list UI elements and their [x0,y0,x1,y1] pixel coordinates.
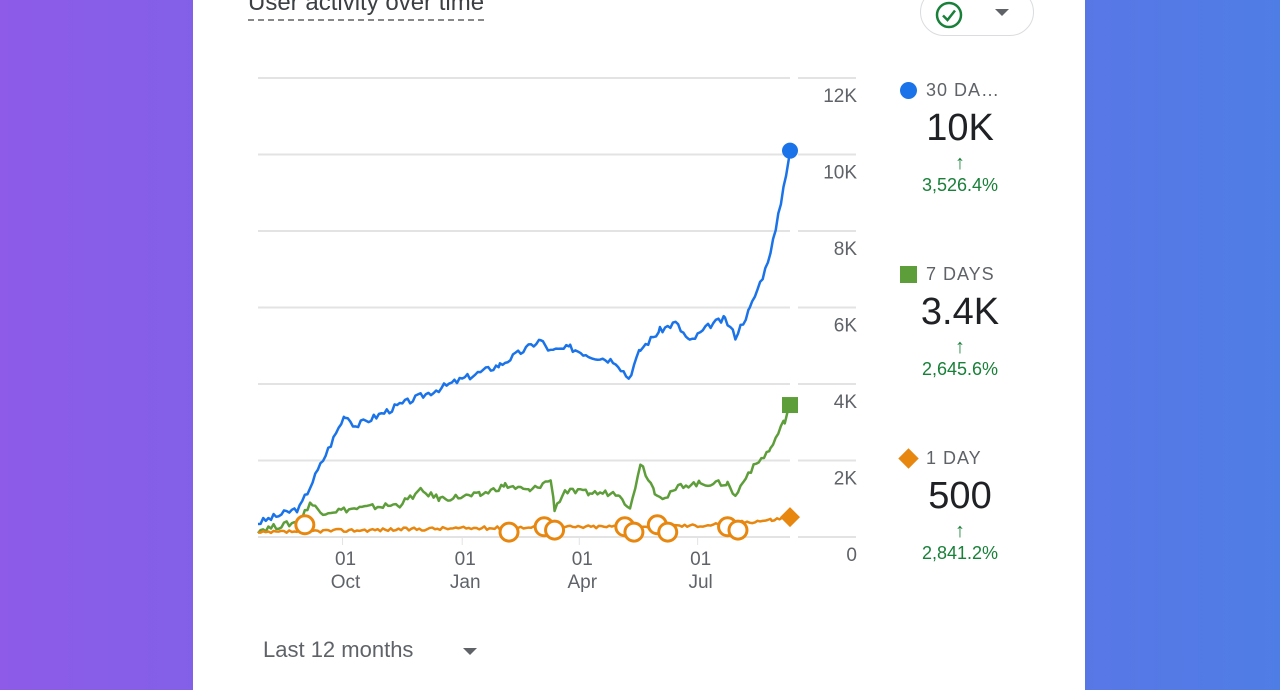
y-tick-label: 10K [823,163,857,184]
series-line-1 [257,404,792,534]
square-marker-icon [900,266,917,283]
legend-item[interactable]: 30 DA… 10K ↑ 3,526.4% [895,80,1025,196]
legend-item[interactable]: 7 DAYS 3.4K ↑ 2,645.6% [895,264,1025,380]
legend-value: 10K [926,107,994,149]
y-tick-label: 4K [834,392,858,413]
x-tick-month: Jul [688,572,712,593]
x-tick-day: 01 [690,549,711,570]
y-tick-label: 6K [834,316,858,337]
chart-title[interactable]: User activity over time [248,0,485,21]
annotation-marker [498,521,520,543]
date-range-select[interactable]: Last 12 months [263,637,414,662]
legend-item[interactable]: 1 DAY 500 ↑ 2,841.2% [895,448,1025,564]
series-line-0 [257,150,792,526]
diamond-marker-icon [898,448,919,469]
annotation-marker [727,519,749,541]
annotation-marker [623,521,645,543]
circle-marker-icon [900,82,917,99]
annotation-marker [657,521,679,543]
series-end-marker [782,397,798,414]
x-tick-month: Oct [331,572,361,593]
check-circle-icon [935,1,963,29]
y-tick-label: 8K [834,239,858,260]
chart-card [193,0,1085,690]
chevron-down-icon[interactable] [463,648,477,655]
x-tick-month: Apr [567,572,597,593]
x-tick-day: 01 [572,549,593,570]
series-end-marker [782,142,798,159]
arrow-up-icon: ↑ [955,152,965,174]
status-dropdown-button[interactable] [920,0,1034,36]
arrow-up-icon: ↑ [955,520,965,542]
y-tick-label: 12K [823,86,857,107]
annotation-marker [294,514,316,536]
legend-name: 1 DAY [926,448,982,468]
x-tick-day: 01 [335,549,356,570]
x-tick-day: 01 [455,549,476,570]
arrow-up-icon: ↑ [955,336,965,358]
chevron-down-icon [995,9,1009,16]
legend-change: 3,526.4% [921,175,999,195]
legend-label: 30 DA… [895,80,1025,101]
x-tick-month: Jan [450,572,481,593]
legend-name: 30 DA… [926,80,1001,100]
annotation-marker [544,519,566,541]
legend-label: 1 DAY [895,448,1025,469]
legend-name: 7 DAYS [926,264,995,284]
legend-value: 3.4K [920,291,1000,333]
series-end-marker [780,507,800,528]
y-tick-label: 2K [834,469,858,490]
legend-label: 7 DAYS [895,264,1025,285]
y-tick-label: 0 [846,545,857,566]
legend-change: 2,645.6% [921,359,999,379]
legend-change: 2,841.2% [921,543,999,563]
legend-value: 500 [928,475,992,517]
series-line-2 [257,516,791,535]
